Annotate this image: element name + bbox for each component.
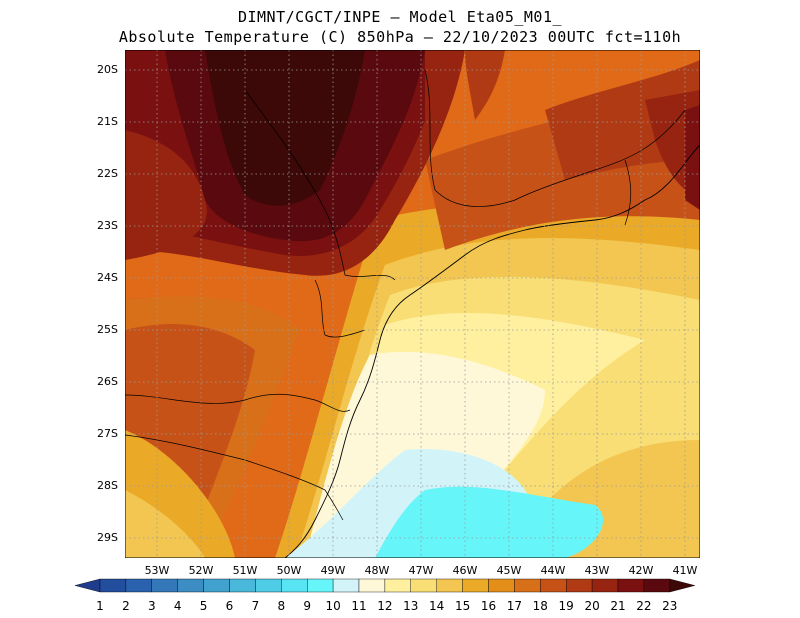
longitude-label: 47W — [408, 564, 434, 577]
colorbar-tick-label: 2 — [122, 599, 130, 613]
latitude-label: 21S — [97, 115, 118, 128]
colorbar-swatch — [203, 578, 230, 593]
colorbar-tick-label: 10 — [325, 599, 340, 613]
colorbar-swatch — [436, 578, 463, 593]
colorbar-tick-label: 14 — [429, 599, 444, 613]
longitude-label: 45W — [496, 564, 522, 577]
state-border — [424, 69, 686, 207]
colorbar-swatch — [229, 578, 256, 593]
colorbar-swatch — [307, 578, 334, 593]
colorbar-swatch — [566, 578, 593, 593]
colorbar-swatch — [177, 578, 204, 593]
state-border — [125, 434, 344, 521]
colorbar-swatch — [514, 578, 541, 593]
colorbar-swatch — [151, 578, 178, 593]
colorbar-tick-label: 6 — [226, 599, 234, 613]
colorbar-tick-label: 15 — [455, 599, 470, 613]
colorbar-tick-label: 12 — [377, 599, 392, 613]
longitude-label: 48W — [364, 564, 390, 577]
latitude-label: 28S — [97, 479, 118, 492]
colorbar-swatch — [74, 578, 101, 593]
state-border — [624, 159, 632, 226]
colorbar-swatch — [591, 578, 619, 593]
colorbar-tick-label: 9 — [303, 599, 311, 613]
latitude-label: 29S — [97, 531, 118, 544]
title-line-2: Absolute Temperature (C) 850hPa – 22/10/… — [118, 28, 682, 46]
colorbar-swatch — [643, 578, 671, 593]
longitude-label: 51W — [232, 564, 258, 577]
state-border — [314, 279, 366, 338]
temperature-map — [125, 50, 700, 558]
longitude-label: 41W — [672, 564, 698, 577]
colorbar-swatch — [332, 578, 360, 593]
longitude-label: 44W — [540, 564, 566, 577]
colorbar-tick-label: 23 — [662, 599, 677, 613]
colorbar-swatch — [384, 578, 411, 593]
latitude-label: 25S — [97, 323, 118, 336]
colorbar-swatch — [125, 578, 153, 593]
colorbar-tick-label: 3 — [148, 599, 156, 613]
longitude-label: 46W — [452, 564, 478, 577]
longitude-label: 49W — [320, 564, 346, 577]
state-border — [125, 393, 351, 412]
colorbar: 1 2 3 4 5 6 7 8 9 10 11 12 13 14 15 16 17 18 19 20 21 22 23 — [74, 578, 696, 613]
latitude-label: 24S — [97, 271, 118, 284]
colorbar-tick-label: 20 — [584, 599, 599, 613]
colorbar-tick-label: 13 — [403, 599, 418, 613]
colorbar-swatch — [358, 578, 386, 593]
colorbar-tick-label: 8 — [277, 599, 285, 613]
coastline — [284, 144, 700, 558]
colorbar-swatch — [410, 578, 437, 593]
longitude-label: 53W — [144, 564, 170, 577]
colorbar-tick-label: 19 — [559, 599, 574, 613]
colorbar-tick-label: 11 — [351, 599, 366, 613]
colorbar-swatch — [281, 578, 308, 593]
colorbar-tick-label: 7 — [252, 599, 260, 613]
colorbar-swatch — [540, 578, 567, 593]
colorbar-tick-label: 18 — [533, 599, 548, 613]
colorbar-tick-label: 1 — [96, 599, 104, 613]
colorbar-swatch — [255, 578, 282, 593]
colorbar-tick-label: 17 — [507, 599, 522, 613]
colorbar-tick-label: 16 — [481, 599, 496, 613]
colorbar-tick-label: 21 — [610, 599, 625, 613]
longitude-label: 50W — [276, 564, 302, 577]
colorbar-swatch — [617, 578, 645, 593]
longitude-label: 42W — [628, 564, 654, 577]
longitude-label: 43W — [584, 564, 610, 577]
colorbar-swatch — [488, 578, 515, 593]
colorbar-tick-label: 5 — [200, 599, 208, 613]
title-line-1: DIMNT/CGCT/INPE – Model Eta05_M01_ — [237, 8, 563, 26]
colorbar-swatch — [669, 578, 696, 593]
latitude-label: 22S — [97, 167, 118, 180]
state-border — [244, 89, 396, 281]
latitude-label: 23S — [97, 219, 118, 232]
colorbar-tick-label: 22 — [636, 599, 651, 613]
latitude-label: 27S — [97, 427, 118, 440]
colorbar-tick-label: 4 — [174, 599, 182, 613]
colorbar-swatch — [99, 578, 127, 593]
latitude-label: 26S — [97, 375, 118, 388]
longitude-label: 52W — [188, 564, 214, 577]
latitude-label: 20S — [97, 63, 118, 76]
colorbar-swatch — [462, 578, 489, 593]
